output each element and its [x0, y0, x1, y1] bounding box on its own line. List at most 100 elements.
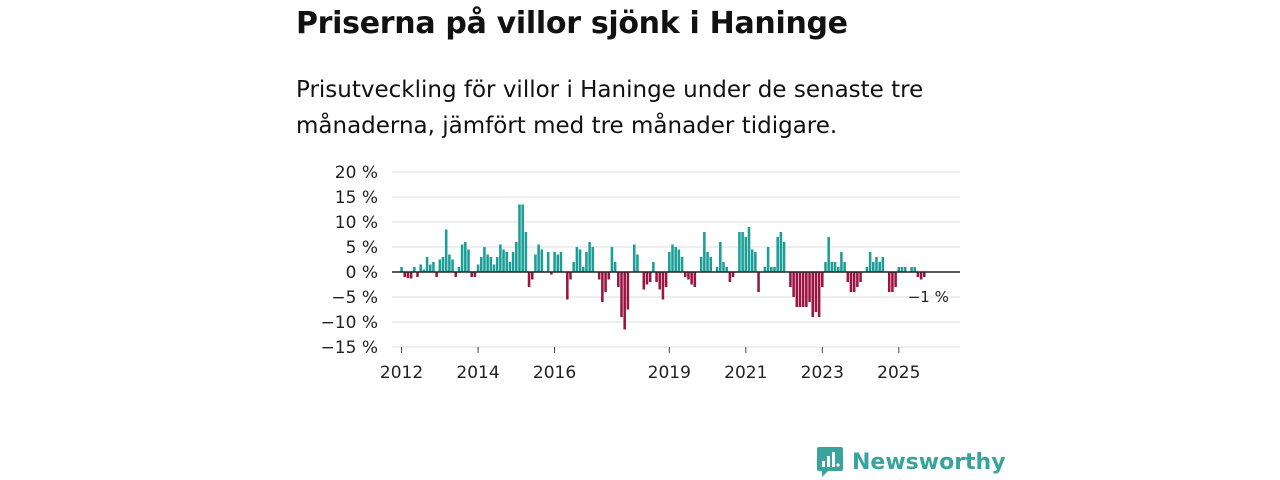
bar: [515, 242, 518, 272]
bar: [432, 262, 435, 272]
bar: [413, 267, 416, 272]
newsworthy-logo: Newsworthy: [816, 446, 1006, 478]
bar: [757, 272, 760, 292]
bar: [900, 267, 904, 272]
bar: [766, 247, 770, 272]
bar: [642, 272, 646, 290]
bar: [856, 272, 859, 287]
bar: [782, 242, 786, 272]
bar: [738, 232, 741, 272]
bar: [821, 272, 824, 287]
bar: [824, 262, 827, 272]
bar: [919, 272, 923, 280]
x-tick-label: 2021: [724, 363, 767, 383]
y-tick-label: 0 %: [346, 263, 378, 283]
bars: [400, 204, 926, 330]
bar: [416, 272, 419, 277]
bar: [530, 272, 534, 280]
bar: [607, 272, 611, 280]
bar: [744, 237, 748, 272]
bar: [435, 272, 438, 277]
bar: [891, 272, 894, 292]
bar: [620, 272, 623, 317]
bar: [703, 232, 706, 272]
bar: [626, 272, 630, 310]
y-tick-label: 5 %: [346, 238, 378, 258]
bar: [668, 252, 671, 272]
bar: [524, 232, 528, 272]
bar: [741, 232, 744, 272]
bar: [499, 244, 502, 272]
bar: [422, 269, 426, 272]
bar: [872, 262, 875, 272]
bar: [454, 272, 458, 277]
bar: [537, 244, 540, 272]
bar: [492, 264, 496, 272]
bar: [699, 257, 703, 272]
y-tick-label: −5 %: [331, 288, 378, 308]
bar: [464, 242, 467, 272]
bar: [527, 272, 531, 287]
bar: [655, 272, 658, 282]
bar: [613, 262, 617, 272]
bar: [798, 272, 802, 307]
bar: [623, 272, 626, 330]
bar: [467, 249, 470, 272]
bar: [428, 264, 432, 272]
bar: [897, 267, 901, 272]
bar: [470, 272, 473, 277]
bar: [591, 247, 595, 272]
y-tick-label: −10 %: [321, 313, 378, 333]
bar: [406, 272, 410, 278]
y-tick-label: 20 %: [335, 163, 378, 183]
bar: [521, 204, 524, 272]
bar: [881, 257, 885, 272]
bar: [617, 272, 620, 287]
bar: [575, 247, 579, 272]
bar: [706, 252, 709, 272]
bar: [792, 272, 795, 297]
bar: [693, 272, 697, 287]
bar: [801, 272, 805, 307]
bar: [578, 249, 582, 272]
y-tick-label: 15 %: [335, 188, 378, 208]
bar: [709, 257, 713, 272]
bar: [645, 272, 649, 285]
bar: [479, 257, 483, 272]
bar: [550, 272, 553, 275]
bar: [505, 252, 509, 272]
bar: [419, 264, 422, 272]
bar: [476, 264, 480, 272]
bar: [588, 242, 591, 272]
bar: [687, 272, 690, 280]
x-tick-label: 2016: [533, 363, 576, 383]
bar: [403, 272, 407, 277]
x-tick-label: 2019: [648, 363, 691, 383]
x-tick-label: 2014: [456, 363, 499, 383]
bar: [556, 254, 560, 272]
x-axis: 2012 2014 2016 2019 2021 2023 2025: [380, 347, 920, 383]
bar: [632, 244, 636, 272]
bar: [725, 267, 728, 272]
x-tick-label: 2025: [877, 363, 920, 383]
bar: [894, 272, 897, 287]
bar: [728, 272, 732, 282]
bar: [887, 272, 891, 292]
bar: [779, 232, 783, 272]
bar: [569, 272, 572, 280]
chart-subtitle: Prisutveckling för villor i Haninge unde…: [296, 77, 924, 139]
bar: [770, 267, 773, 272]
bar: [585, 252, 588, 272]
bar: [808, 272, 811, 302]
bar: [789, 272, 792, 287]
bar: [833, 262, 837, 272]
newsworthy-icon: [817, 447, 843, 477]
bar: [438, 259, 442, 272]
bar: [827, 237, 830, 272]
bar: [473, 272, 477, 277]
bar: [680, 257, 684, 272]
annotations: −1 %: [908, 288, 949, 306]
bar: [859, 272, 862, 282]
bar: [661, 272, 665, 300]
bar: [817, 272, 821, 317]
